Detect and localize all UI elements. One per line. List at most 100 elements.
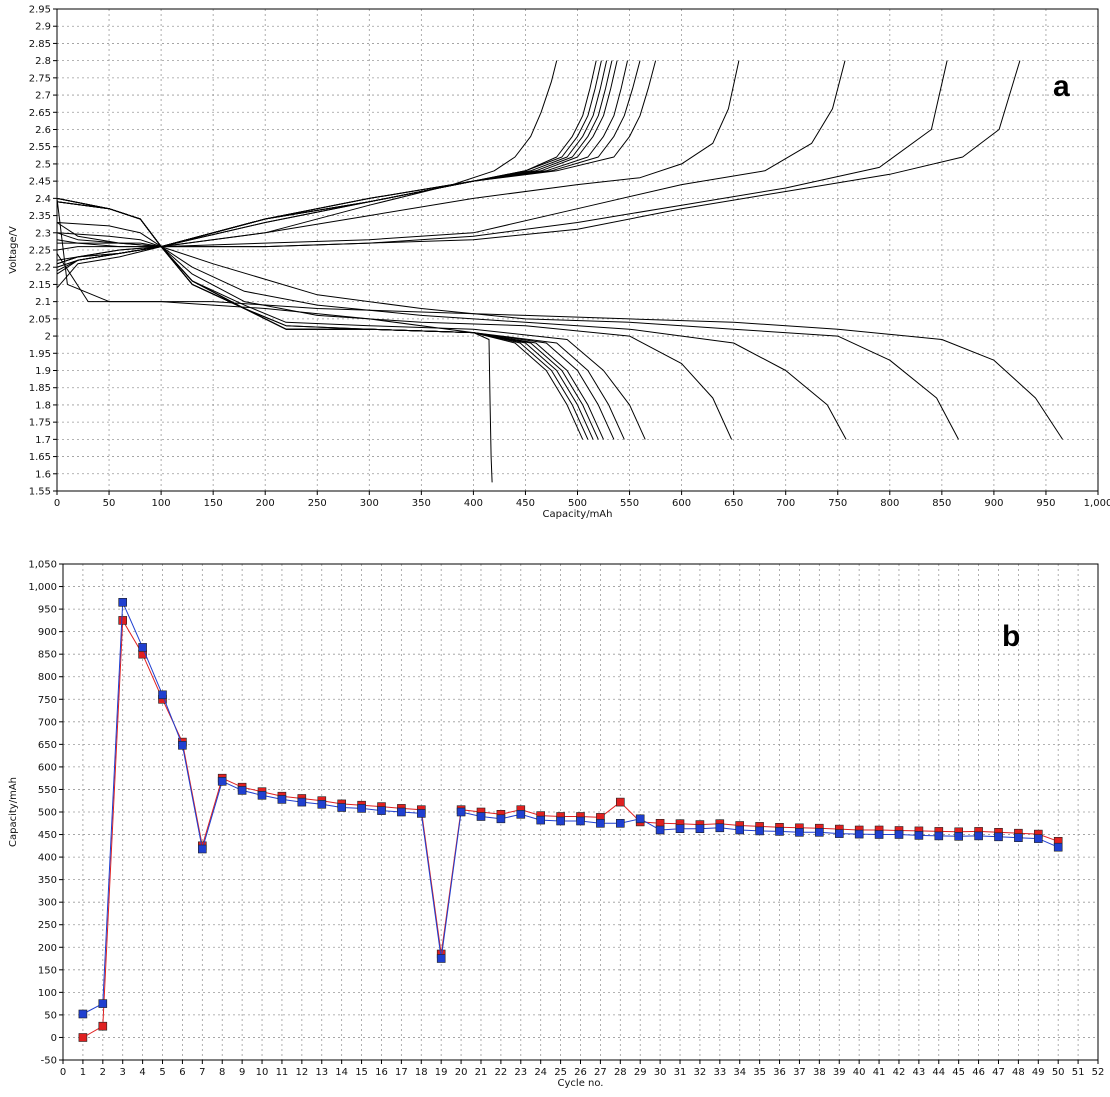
capacity-x-tick-label: 2 — [100, 1067, 106, 1078]
capacity-x-tick-label: 8 — [219, 1067, 225, 1078]
discharge-curve-13 — [56, 253, 1064, 440]
capacity-data-point — [257, 790, 267, 800]
voltage-y-tick-label: 2.95 — [29, 5, 51, 16]
charge-curve-10 — [56, 60, 740, 251]
panel-label-a: a — [1053, 70, 1070, 103]
capacity-data-point — [237, 786, 247, 795]
capacity-x-tick-label: 12 — [295, 1067, 308, 1078]
capacity-x-tick-label: 18 — [415, 1067, 428, 1078]
capacity-x-tick-label: 4 — [139, 1067, 145, 1078]
capacity-chart-x-ticks: 0 1 2 3 4 5 6 7 8 9 10 11 12 13 14 15 16 17 18 19 20 21 22 23 24… — [60, 1060, 1105, 1078]
capacity-x-tick-label: 13 — [315, 1067, 328, 1078]
capacity-series-2 — [78, 597, 1063, 1019]
voltage-y-tick-label: 1.85 — [29, 383, 51, 394]
capacity-x-tick-label: 5 — [159, 1067, 165, 1078]
capacity-data-point — [158, 690, 167, 700]
discharge-curve-7 — [56, 201, 615, 440]
capacity-data-point — [496, 814, 506, 824]
voltage-y-tick-label: 2.35 — [29, 211, 51, 222]
voltage-y-tick-label: 2.05 — [29, 314, 51, 325]
capacity-data-point — [615, 797, 625, 807]
capacity-x-tick-label: 23 — [514, 1067, 527, 1078]
capacity-y-tick-label: 800 — [38, 672, 57, 683]
capacity-data-point — [974, 831, 983, 841]
discharge-curve-1 — [56, 198, 493, 483]
capacity-series-line — [82, 618, 1059, 1038]
capacity-data-point — [178, 740, 187, 750]
capacity-data-point — [118, 616, 127, 625]
voltage-x-tick-label: 150 — [204, 498, 223, 509]
capacity-x-tick-label: 47 — [992, 1067, 1005, 1078]
capacity-x-tick-label: 25 — [554, 1067, 567, 1078]
capacity-x-tick-label: 29 — [634, 1067, 647, 1078]
voltage-y-tick-label: 1.7 — [35, 435, 51, 446]
voltage-y-tick-label: 1.55 — [29, 487, 51, 498]
capacity-x-tick-label: 52 — [1092, 1067, 1105, 1078]
capacity-x-tick-label: 49 — [1032, 1067, 1045, 1078]
capacity-series-line — [82, 602, 1059, 1015]
voltage-x-tick-label: 500 — [568, 498, 587, 509]
voltage-y-tick-label: 1.65 — [29, 452, 51, 463]
capacity-chart-x-label: Cycle no. — [558, 1078, 604, 1089]
capacity-x-tick-label: 36 — [773, 1067, 786, 1078]
capacity-y-tick-label: 150 — [38, 965, 57, 976]
voltage-x-tick-label: 450 — [516, 498, 535, 509]
panel-label-b: b — [1002, 620, 1020, 653]
capacity-x-tick-label: 33 — [713, 1067, 726, 1078]
capacity-data-point — [118, 597, 127, 607]
capacity-data-point — [416, 809, 426, 818]
capacity-x-tick-label: 15 — [355, 1067, 368, 1078]
capacity-y-tick-label: 350 — [38, 875, 57, 886]
capacity-data-point — [675, 824, 685, 834]
voltage-chart-curves — [56, 60, 1064, 483]
capacity-y-tick-label: 1,000 — [28, 582, 57, 593]
capacity-x-tick-label: 32 — [694, 1067, 707, 1078]
capacity-y-tick-label: 300 — [38, 898, 57, 909]
voltage-x-tick-label: 900 — [984, 498, 1003, 509]
capacity-y-tick-label: 450 — [38, 830, 57, 841]
capacity-y-tick-label: -50 — [41, 1056, 57, 1067]
voltage-y-tick-label: 2.8 — [35, 56, 51, 67]
capacity-x-tick-label: 16 — [375, 1067, 388, 1078]
capacity-data-point — [874, 830, 884, 839]
capacity-x-tick-label: 40 — [853, 1067, 866, 1078]
capacity-chart-grid — [63, 564, 1098, 1060]
capacity-y-tick-label: 650 — [38, 740, 57, 751]
capacity-data-point — [78, 1033, 88, 1042]
capacity-data-point — [198, 844, 207, 854]
capacity-x-tick-label: 35 — [753, 1067, 766, 1078]
voltage-x-tick-label: 350 — [412, 498, 431, 509]
capacity-x-tick-label: 31 — [674, 1067, 687, 1078]
capacity-y-tick-label: 200 — [38, 943, 57, 954]
voltage-y-tick-label: 2.3 — [35, 228, 51, 239]
capacity-chart-y-label: Capacity/mAh — [8, 777, 19, 847]
capacity-data-point — [277, 795, 287, 804]
voltage-y-tick-label: 1.75 — [29, 418, 51, 429]
capacity-data-point — [217, 776, 227, 786]
capacity-data-point — [397, 807, 406, 817]
capacity-data-point — [138, 643, 147, 652]
capacity-data-point — [814, 827, 824, 837]
capacity-data-point — [954, 831, 964, 841]
capacity-data-point — [854, 829, 864, 839]
voltage-x-tick-label: 600 — [672, 498, 691, 509]
capacity-data-point — [536, 815, 546, 825]
capacity-data-point — [476, 812, 486, 821]
voltage-chart-grid — [57, 9, 1098, 491]
charge-curve-1 — [56, 60, 558, 289]
capacity-x-tick-label: 6 — [179, 1067, 185, 1078]
capacity-y-tick-label: 50 — [44, 1010, 57, 1021]
capacity-x-tick-label: 38 — [813, 1067, 826, 1078]
capacity-y-tick-label: 500 — [38, 808, 57, 819]
voltage-x-tick-label: 1,000 — [1084, 498, 1110, 509]
capacity-x-tick-label: 37 — [793, 1067, 806, 1078]
capacity-x-tick-label: 39 — [833, 1067, 846, 1078]
capacity-data-point — [436, 954, 446, 963]
charge-curve-12 — [56, 60, 948, 248]
voltage-chart-y-label: Voltage/V — [8, 226, 19, 274]
capacity-x-tick-label: 0 — [60, 1067, 66, 1078]
capacity-x-tick-label: 27 — [594, 1067, 607, 1078]
voltage-chart-x-label: Capacity/mAh — [543, 509, 613, 520]
capacity-data-point — [994, 832, 1003, 842]
voltage-x-tick-label: 0 — [54, 498, 60, 509]
